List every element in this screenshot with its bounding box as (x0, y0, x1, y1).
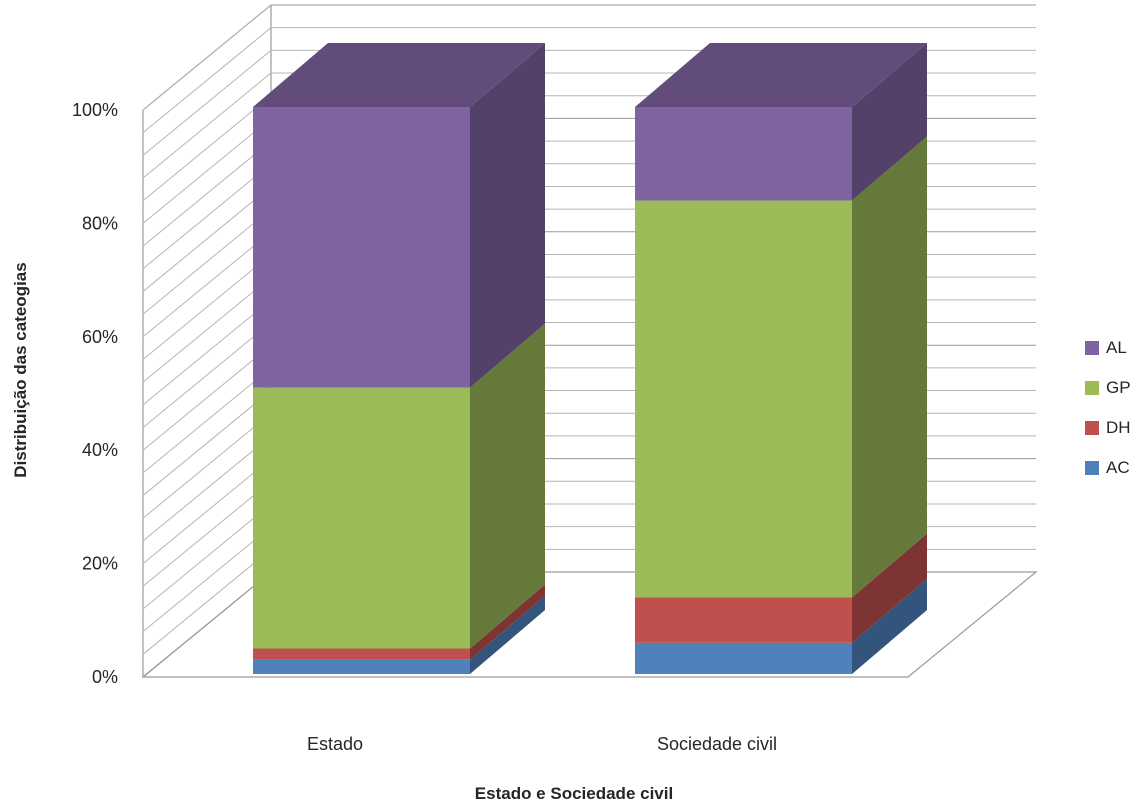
side-gridline (142, 186, 272, 292)
bar-side-face (470, 43, 545, 388)
legend-label: AL (1106, 338, 1127, 357)
side-gridline (142, 299, 272, 406)
bar-estado-dh (253, 584, 545, 660)
side-gridline (142, 480, 272, 587)
legend-item-dh: DH (1085, 408, 1144, 448)
side-gridline (142, 72, 272, 179)
legend-item-ac: AC (1085, 448, 1144, 488)
bar-sociedade-civil-gp (635, 136, 927, 598)
bar-side-face (852, 43, 927, 201)
legend-label: DH (1106, 418, 1131, 437)
bars (253, 43, 927, 674)
bar-top-face (253, 43, 545, 107)
legend-swatch (1085, 421, 1099, 435)
legend-label: GP (1106, 378, 1131, 397)
side-gridline (142, 208, 272, 315)
y-tick-label: 20% (82, 554, 118, 574)
side-gridline (142, 526, 272, 633)
bar-top-face (635, 43, 927, 107)
side-gridline (142, 322, 272, 428)
y-tick-label: 80% (82, 213, 118, 233)
side-gridline (142, 458, 272, 564)
x-axis-label: Estado e Sociedade civil (475, 784, 673, 803)
bar-front-face (635, 597, 852, 643)
side-gridline (142, 118, 272, 224)
side-gridline (142, 503, 272, 610)
side-gridline (142, 548, 272, 655)
side-gridline (142, 163, 272, 270)
side-gridline (142, 367, 272, 474)
bar-front-face (253, 107, 470, 388)
side-gridline (142, 254, 272, 360)
x-tick-labels: Estado Sociedade civil (307, 734, 777, 754)
bar-estado-ac (253, 595, 545, 674)
side-gridline (142, 435, 272, 542)
side-gridline (142, 344, 272, 451)
side-gridline (142, 4, 272, 111)
x-tick-label: Sociedade civil (657, 734, 777, 754)
side-gridline (142, 27, 272, 134)
side-gridline (142, 390, 272, 496)
bar-front-face (253, 648, 470, 660)
legend: AL GP DH AC (1085, 328, 1144, 488)
bar-sociedade-civil-ac (635, 578, 927, 674)
y-tick-label: 100% (72, 100, 118, 120)
side-gridline (142, 412, 272, 519)
bar-estado-al (253, 43, 545, 388)
y-tick-label: 60% (82, 327, 118, 347)
bar-estado-gp (253, 323, 545, 649)
bar-side-face (852, 533, 927, 643)
bar-side-face (470, 595, 545, 674)
bar-side-face (470, 584, 545, 660)
bar-sociedade-civil-al (635, 43, 927, 201)
legend-item-gp: GP (1085, 368, 1144, 408)
legend-swatch (1085, 461, 1099, 475)
side-gridline (142, 276, 272, 383)
side-gridline (142, 140, 272, 247)
y-tick-label: 40% (82, 440, 118, 460)
side-gridline (142, 49, 272, 156)
bar-side-face (852, 136, 927, 598)
bar-front-face (253, 659, 470, 674)
y-axis-label: Distribuição das cateogias (11, 262, 30, 477)
side-gridline (142, 231, 272, 338)
x-tick-label: Estado (307, 734, 363, 754)
bar-side-face (470, 323, 545, 649)
legend-item-al: AL (1085, 328, 1144, 368)
bar-front-face (635, 642, 852, 674)
floor (141, 571, 1038, 678)
y-tick-label: 0% (92, 667, 118, 687)
y-tick-labels: 0% 20% 40% 60% 80% 100% (72, 100, 118, 687)
side-gridline (142, 95, 272, 202)
legend-swatch (1085, 341, 1099, 355)
legend-swatch (1085, 381, 1099, 395)
bar-front-face (253, 387, 470, 649)
bar-front-face (635, 107, 852, 201)
legend-label: AC (1106, 458, 1130, 477)
bar-sociedade-civil-dh (635, 533, 927, 643)
bar-side-face (852, 578, 927, 674)
bar-front-face (635, 200, 852, 598)
